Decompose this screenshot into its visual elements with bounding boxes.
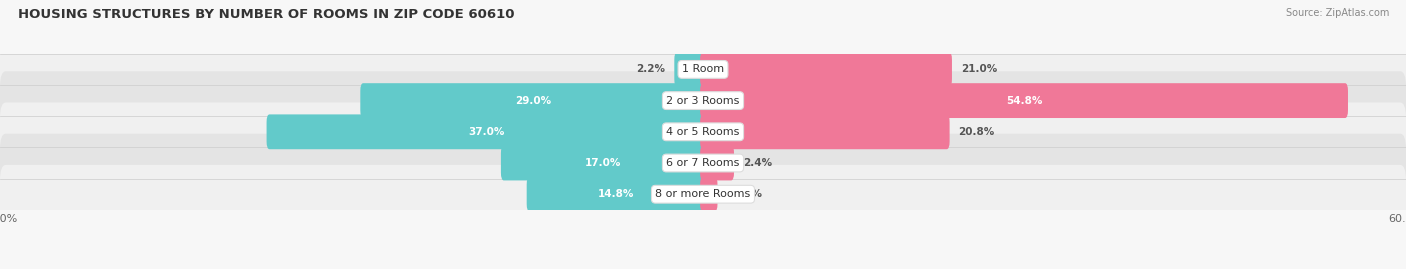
Text: 37.0%: 37.0%	[468, 127, 505, 137]
FancyBboxPatch shape	[527, 177, 706, 212]
Text: 29.0%: 29.0%	[515, 95, 551, 106]
Text: HOUSING STRUCTURES BY NUMBER OF ROOMS IN ZIP CODE 60610: HOUSING STRUCTURES BY NUMBER OF ROOMS IN…	[18, 8, 515, 21]
FancyBboxPatch shape	[675, 52, 706, 87]
FancyBboxPatch shape	[501, 146, 706, 180]
FancyBboxPatch shape	[700, 52, 952, 87]
Text: 0.99%: 0.99%	[727, 189, 762, 199]
Text: 6 or 7 Rooms: 6 or 7 Rooms	[666, 158, 740, 168]
FancyBboxPatch shape	[700, 83, 1348, 118]
FancyBboxPatch shape	[700, 114, 949, 149]
Text: 8 or more Rooms: 8 or more Rooms	[655, 189, 751, 199]
Text: 2.2%: 2.2%	[637, 64, 665, 75]
FancyBboxPatch shape	[360, 83, 706, 118]
Text: 4 or 5 Rooms: 4 or 5 Rooms	[666, 127, 740, 137]
Text: 2 or 3 Rooms: 2 or 3 Rooms	[666, 95, 740, 106]
Text: 20.8%: 20.8%	[959, 127, 994, 137]
FancyBboxPatch shape	[267, 114, 706, 149]
FancyBboxPatch shape	[0, 134, 1406, 192]
FancyBboxPatch shape	[700, 146, 734, 180]
Text: 54.8%: 54.8%	[1005, 95, 1042, 106]
FancyBboxPatch shape	[0, 71, 1406, 130]
Text: Source: ZipAtlas.com: Source: ZipAtlas.com	[1285, 8, 1389, 18]
FancyBboxPatch shape	[0, 40, 1406, 99]
Text: 1 Room: 1 Room	[682, 64, 724, 75]
FancyBboxPatch shape	[0, 165, 1406, 224]
Text: 21.0%: 21.0%	[960, 64, 997, 75]
FancyBboxPatch shape	[0, 102, 1406, 161]
Text: 14.8%: 14.8%	[598, 189, 634, 199]
Text: 17.0%: 17.0%	[585, 158, 621, 168]
Text: 2.4%: 2.4%	[742, 158, 772, 168]
FancyBboxPatch shape	[700, 177, 717, 212]
